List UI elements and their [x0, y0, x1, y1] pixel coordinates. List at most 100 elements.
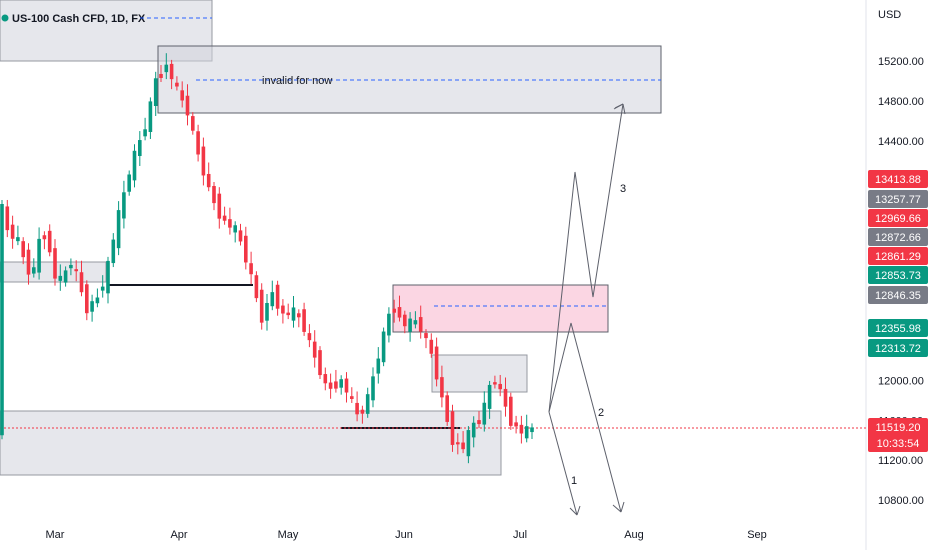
candle-body: [291, 307, 296, 321]
time-tick-label: Apr: [170, 529, 187, 541]
price-tick-label: 12000.00: [878, 375, 924, 387]
price-badge: 13257.77: [868, 190, 928, 208]
demand-zone-left[interactable]: [0, 261, 107, 283]
arrowhead-1: [569, 505, 581, 516]
candle-body: [16, 237, 20, 242]
candle-body: [217, 193, 222, 219]
path-label-1: 1: [571, 475, 577, 487]
chart-title-group: US-100 Cash CFD, 1D, FX: [1, 13, 212, 25]
candle-body: [106, 260, 110, 294]
candle-body: [259, 289, 264, 323]
candle-body: [153, 78, 158, 107]
candle-body: [350, 396, 354, 399]
candle-body: [413, 320, 418, 325]
price-tick-label: 15200.00: [878, 56, 924, 68]
candle-body: [111, 239, 116, 264]
price-badge: 12313.72: [868, 339, 928, 357]
candle-body: [408, 318, 412, 332]
candle-body: [32, 267, 36, 274]
projection-path-2: [548, 322, 622, 513]
candle-body: [281, 305, 285, 314]
candle-body: [79, 272, 84, 293]
zone-label-invalid: invalid for now: [262, 75, 332, 87]
time-axis[interactable]: Mar Apr May Jun Jul Aug Sep: [46, 529, 767, 541]
price-badge-label: 12355.98: [875, 323, 921, 335]
candle-body: [530, 427, 534, 433]
projection-paths: 3 2 1 invalid for now: [262, 75, 626, 516]
candle-body: [116, 210, 121, 249]
candle-body: [376, 358, 381, 374]
candle-body: [21, 241, 25, 258]
candle-body: [0, 204, 4, 436]
candle-body: [503, 388, 508, 407]
candle-body: [344, 378, 349, 393]
current-price-label: 11519.20: [875, 422, 920, 434]
time-tick-label: Jul: [513, 529, 527, 541]
candle-body: [265, 302, 269, 321]
candle-body: [222, 215, 227, 221]
candle-body: [403, 314, 407, 327]
price-badge-label: 13413.88: [875, 174, 921, 186]
candle-body: [381, 331, 386, 363]
candle-body: [498, 383, 502, 390]
candle-body: [228, 219, 232, 228]
candle-body: [143, 129, 147, 137]
candle-body: [212, 186, 216, 204]
candle-body: [360, 409, 365, 414]
arrowhead-3: [613, 103, 626, 115]
candle-body: [312, 341, 317, 358]
candle-body: [95, 297, 100, 304]
candle-body: [418, 317, 423, 332]
candle-body: [127, 174, 131, 192]
candle-body: [206, 173, 211, 188]
candle-body: [100, 286, 105, 291]
candle-body: [297, 313, 301, 318]
candle-body: [138, 140, 142, 157]
candle-body: [159, 73, 163, 78]
time-tick-label: May: [278, 529, 299, 541]
candles-layer: [0, 53, 534, 464]
candle-body: [456, 442, 460, 445]
candle-body: [524, 426, 529, 439]
candle-body: [47, 230, 52, 253]
candle-body: [164, 64, 169, 73]
candle-body: [424, 333, 428, 339]
candle-body: [307, 333, 312, 341]
supply-zone-pink[interactable]: [392, 284, 609, 333]
candle-body: [387, 313, 391, 336]
candle-body: [37, 238, 41, 273]
candle-body: [323, 374, 328, 384]
price-badges: 13413.88 13257.77 12969.66 12872.66 12861.29…: [868, 170, 928, 452]
candle-body: [334, 381, 338, 389]
candle-body: [493, 382, 497, 385]
candle-body: [169, 63, 174, 80]
candle-body: [69, 264, 73, 269]
candle-body: [392, 308, 396, 313]
candle-body: [244, 235, 248, 263]
candle-body: [355, 402, 359, 415]
candle-body: [461, 442, 465, 450]
countdown-label: 10:33:54: [877, 438, 920, 450]
candle-body: [445, 395, 449, 422]
price-badge-label: 12861.29: [875, 251, 921, 263]
candle-body: [5, 206, 10, 231]
candle-body: [466, 430, 471, 457]
candle-body: [482, 402, 487, 425]
candle-body: [196, 131, 200, 155]
price-badge-label: 12853.73: [875, 270, 921, 282]
price-badge: 13413.88: [868, 170, 928, 188]
price-tick-label: 14400.00: [878, 136, 924, 148]
candle-body: [42, 235, 47, 240]
candle-body: [440, 377, 444, 398]
price-tick-label: 11200.00: [878, 455, 923, 467]
currency-label: USD: [878, 9, 901, 21]
supply-zone-small[interactable]: [431, 354, 528, 393]
price-badge-label: 13257.77: [875, 194, 921, 206]
candle-body: [10, 224, 15, 239]
demand-zone-bottom[interactable]: [0, 410, 502, 476]
current-price-badge: 11519.20 10:33:54: [868, 418, 928, 452]
price-badge-label: 12969.66: [875, 213, 921, 225]
candle-body: [132, 150, 137, 181]
price-badge-label: 12872.66: [875, 232, 921, 244]
